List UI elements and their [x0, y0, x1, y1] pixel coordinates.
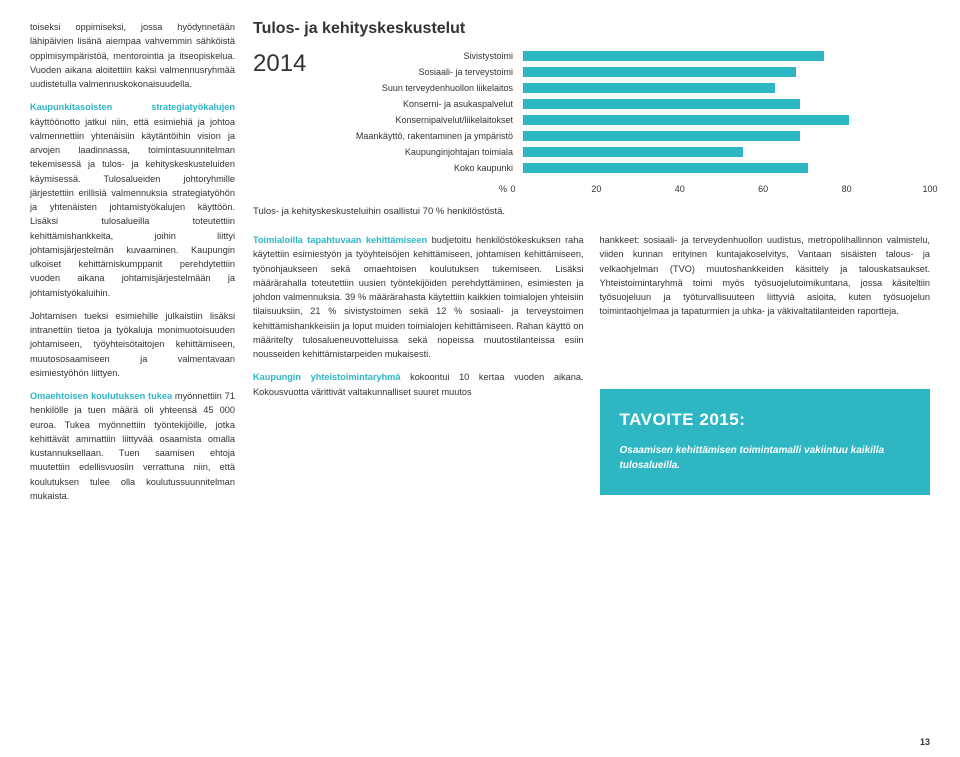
left-p4: Omaehtoisen koulutuksen tukea myönnettii… — [30, 389, 235, 503]
goal-body: Osaamisen kehittämisen toimintamalli vak… — [620, 443, 911, 473]
chart-bar-row — [523, 128, 930, 144]
mid-p1-lead: Toimialoilla tapahtuvaan kehittämiseen — [253, 235, 427, 245]
left-p2-lead: Kaupunkitasoisten strategiatyökalujen — [30, 102, 235, 112]
left-p3: Johtamisen tueksi esimiehille julkaistii… — [30, 309, 235, 380]
mid-p2: Kaupungin yhteistoimintaryhmä kokoontui … — [253, 370, 584, 399]
page-number: 13 — [920, 737, 930, 747]
chart-category-label: Koko kaupunki — [323, 160, 513, 176]
chart-category-label: Kaupunginjohtajan toimiala — [323, 144, 513, 160]
chart-bar — [523, 67, 796, 77]
left-p1: toiseksi oppimiseksi, jossa hyödynnetään… — [30, 20, 235, 91]
axis-tick: 40 — [675, 184, 685, 194]
chart: 2014 SivistystoimiSosiaali- ja terveysto… — [253, 48, 930, 176]
axis-tick: 0 — [510, 184, 515, 194]
chart-bar-row — [523, 112, 930, 128]
chart-axis: % 020406080100 — [253, 184, 930, 194]
mid-p1: Toimialoilla tapahtuvaan kehittämiseen b… — [253, 233, 584, 361]
right-area: Tulos- ja kehityskeskustelut 2014 Sivist… — [253, 20, 930, 512]
axis-tick: 100 — [922, 184, 937, 194]
chart-bar — [523, 83, 775, 93]
chart-bar — [523, 99, 800, 109]
chart-category-label: Konsernipalvelut/liikelaitokset — [323, 112, 513, 128]
chart-category-label: Konserni- ja asukaspalvelut — [323, 96, 513, 112]
chart-category-label: Maankäyttö, rakentaminen ja ympäristö — [323, 128, 513, 144]
chart-note: Tulos- ja kehityskeskusteluihin osallist… — [253, 206, 930, 217]
mid-p1-body: budjetoitu henkilöstökeskuksen raha käyt… — [253, 235, 584, 359]
right-column: hankkeet: sosiaali- ja terveydenhuollon … — [600, 233, 931, 495]
left-p2-body: käyttöönotto jatkui niin, että esimiehiä… — [30, 117, 235, 298]
left-column: toiseksi oppimiseksi, jossa hyödynnetään… — [30, 20, 235, 512]
axis-pct-label: % — [253, 184, 513, 194]
chart-y-labels: SivistystoimiSosiaali- ja terveystoimiSu… — [323, 48, 513, 176]
chart-bar — [523, 163, 808, 173]
left-p4-lead: Omaehtoisen koulutuksen tukea — [30, 391, 172, 401]
chart-bar-row — [523, 160, 930, 176]
chart-bar-row — [523, 48, 930, 64]
chart-bar — [523, 147, 743, 157]
right-p1: hankkeet: sosiaali- ja terveydenhuollon … — [600, 233, 931, 319]
chart-bar-row — [523, 80, 930, 96]
left-p2: Kaupunkitasoisten strategiatyökalujen kä… — [30, 100, 235, 300]
chart-year: 2014 — [253, 48, 313, 176]
mid-column: Toimialoilla tapahtuvaan kehittämiseen b… — [253, 233, 584, 495]
chart-category-label: Sivistystoimi — [323, 48, 513, 64]
axis-ticks: 020406080100 — [513, 184, 930, 194]
chart-bar-row — [523, 96, 930, 112]
chart-bar-row — [523, 144, 930, 160]
chart-title: Tulos- ja kehityskeskustelut — [253, 20, 930, 38]
goal-title: TAVOITE 2015: — [620, 407, 911, 433]
axis-tick: 60 — [758, 184, 768, 194]
axis-tick: 80 — [842, 184, 852, 194]
left-p4-body: myönnettiin 71 henkilölle ja tuen määrä … — [30, 391, 235, 501]
chart-category-label: Suun terveydenhuollon liikelaitos — [323, 80, 513, 96]
chart-bars — [523, 48, 930, 176]
chart-bar — [523, 131, 800, 141]
mid-p2-lead: Kaupungin yhteistoimintaryhmä — [253, 372, 400, 382]
chart-bar — [523, 115, 849, 125]
chart-bar — [523, 51, 824, 61]
goal-box: TAVOITE 2015: Osaamisen kehittämisen toi… — [600, 389, 931, 495]
axis-tick: 20 — [591, 184, 601, 194]
chart-bar-row — [523, 64, 930, 80]
chart-category-label: Sosiaali- ja terveystoimi — [323, 64, 513, 80]
